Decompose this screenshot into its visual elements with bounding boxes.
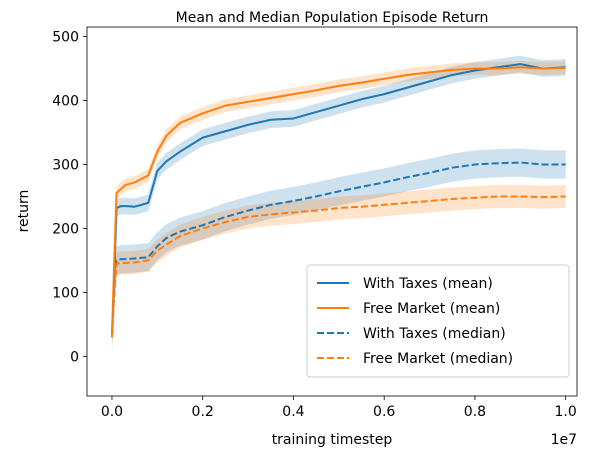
y-axis-ticks: 0 100 200 300 400 500 [52,30,87,365]
x-axis-label: training timestep [272,432,393,448]
x-axis-multiplier: 1e7 [551,432,577,448]
line-with-taxes-mean [110,63,566,338]
line-with-taxes-median [110,161,566,338]
x-tick-label: 0.0 [101,404,123,420]
x-tick-label: 0.4 [282,404,304,420]
confidence-bands [111,55,566,352]
legend-box [306,264,570,378]
line-free-market-mean [110,66,566,338]
legend-label: With Taxes (mean) [363,276,493,292]
x-tick-label: 0.2 [192,404,214,420]
chart-title: Mean and Median Population Episode Retur… [176,10,489,26]
y-tick-label: 400 [52,94,79,110]
legend-label: Free Market (median) [363,351,513,367]
y-axis-label: return [16,190,32,233]
legend-label: With Taxes (median) [363,326,506,342]
x-tick-label: 0.8 [464,404,486,420]
y-tick-label: 200 [52,221,79,237]
band-free-market-median [111,184,566,349]
series-lines [110,63,566,338]
band-with-taxes-mean [111,55,566,346]
band-with-taxes-median [111,148,566,352]
line-free-market-median [110,195,566,338]
x-tick-label: 1.0 [555,404,577,420]
plot-frame [86,26,578,397]
x-tick-label: 0.6 [373,404,395,420]
y-tick-label: 500 [52,30,79,46]
y-tick-label: 300 [52,157,79,173]
y-tick-label: 0 [70,349,79,365]
legend-label: Free Market (mean) [363,301,500,317]
y-tick-label: 100 [52,285,79,301]
x-axis-ticks: 0.0 0.2 0.4 0.6 0.8 1.0 [101,396,577,420]
legend: With Taxes (mean) Free Market (mean) With … [306,264,570,378]
